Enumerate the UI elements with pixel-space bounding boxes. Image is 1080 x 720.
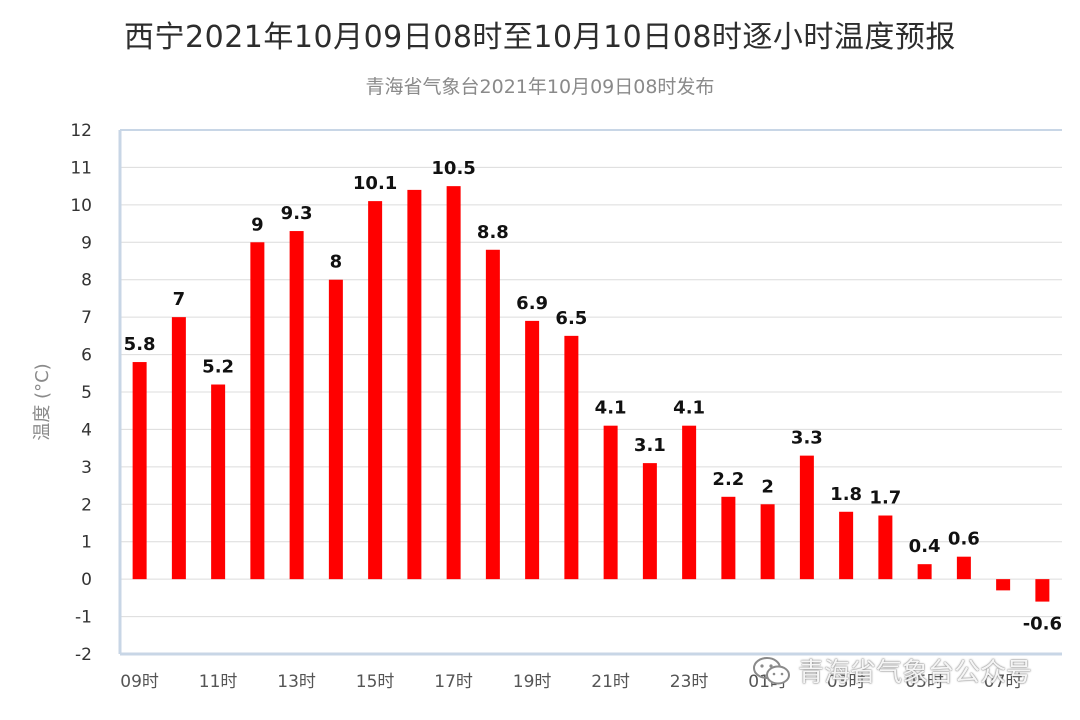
chart-title: 西宁2021年10月09日08时至10月10日08时逐小时温度预报 (124, 20, 956, 55)
bar (1035, 579, 1050, 602)
x-tick-label: 19时 (513, 672, 552, 692)
bar (328, 279, 343, 580)
y-tick-label: -1 (75, 608, 92, 628)
y-tick-label: 12 (70, 121, 92, 141)
y-tick-label: 7 (81, 308, 92, 328)
data-label: 1.8 (830, 484, 862, 505)
x-tick-label: 03时 (827, 672, 866, 692)
y-tick-label: 10 (70, 196, 92, 216)
bar (799, 455, 814, 580)
bar (525, 320, 540, 580)
x-tick-label: 13时 (277, 672, 316, 692)
y-tick-label: 6 (81, 346, 92, 366)
data-label: 3.1 (634, 435, 666, 456)
data-label: 0.6 (948, 529, 980, 550)
data-label: 6.9 (516, 293, 548, 314)
bar (721, 496, 736, 580)
y-tick-label: 1 (81, 533, 92, 553)
bar (956, 556, 971, 580)
y-tick-label: 8 (81, 271, 92, 291)
bar (642, 463, 657, 580)
data-label: 7 (173, 289, 186, 310)
data-label: 5.2 (202, 357, 234, 378)
chart-subtitle: 青海省气象台2021年10月09日08时发布 (365, 76, 715, 98)
y-tick-label: 5 (81, 383, 92, 403)
y-tick-label: 9 (81, 233, 92, 253)
data-label: 4.1 (595, 398, 627, 419)
data-label: -0.6 (1023, 614, 1062, 635)
y-tick-label: -2 (75, 645, 92, 665)
data-label: 5.8 (124, 334, 156, 355)
x-tick-label: 17时 (434, 672, 473, 692)
bar (917, 564, 932, 580)
data-label: 8.8 (477, 222, 509, 243)
x-tick-label: 05时 (905, 672, 944, 692)
data-label: 3.3 (791, 428, 823, 449)
bar (603, 425, 618, 580)
bar (368, 201, 383, 580)
y-tick-label: 11 (70, 158, 92, 178)
data-label: 2.2 (712, 469, 744, 490)
bar (485, 249, 500, 580)
bar (996, 579, 1011, 591)
bar (132, 362, 147, 580)
y-axis-label: 温度 (°C) (32, 363, 53, 440)
data-label: 10.1 (353, 173, 397, 194)
bar (682, 425, 697, 580)
watermark-text: 青海省气象台公众号 (798, 658, 1033, 688)
bar (878, 515, 893, 580)
bar (211, 384, 226, 580)
y-tick-label: 3 (81, 458, 92, 478)
bar (407, 189, 422, 580)
x-tick-label: 11时 (199, 672, 238, 692)
bar (289, 231, 304, 580)
data-label: 4.1 (673, 398, 705, 419)
data-label: 9.3 (281, 203, 313, 224)
bar (564, 335, 579, 580)
x-tick-label: 07时 (984, 672, 1023, 692)
bar (171, 317, 186, 580)
x-tick-label: 23时 (670, 672, 709, 692)
x-tick-label: 21时 (591, 672, 630, 692)
watermark: 青海省气象台公众号 (752, 652, 1032, 689)
data-label: 10.5 (431, 158, 475, 179)
data-label: 1.7 (869, 488, 901, 509)
data-label: 2 (761, 476, 774, 497)
x-tick-label: 09时 (120, 672, 159, 692)
y-tick-label: 4 (81, 420, 92, 440)
bar (446, 186, 461, 580)
y-tick-label: 0 (81, 570, 92, 590)
data-label: 9 (251, 214, 264, 235)
data-label: 6.5 (555, 308, 587, 329)
bar (250, 242, 265, 580)
wechat-icon (753, 656, 790, 684)
y-tick-label: 2 (81, 495, 92, 515)
bar (839, 511, 854, 580)
bar (760, 504, 775, 580)
data-label: 8 (330, 252, 343, 273)
data-label: 0.4 (909, 536, 941, 557)
x-tick-label: 15时 (356, 672, 395, 692)
